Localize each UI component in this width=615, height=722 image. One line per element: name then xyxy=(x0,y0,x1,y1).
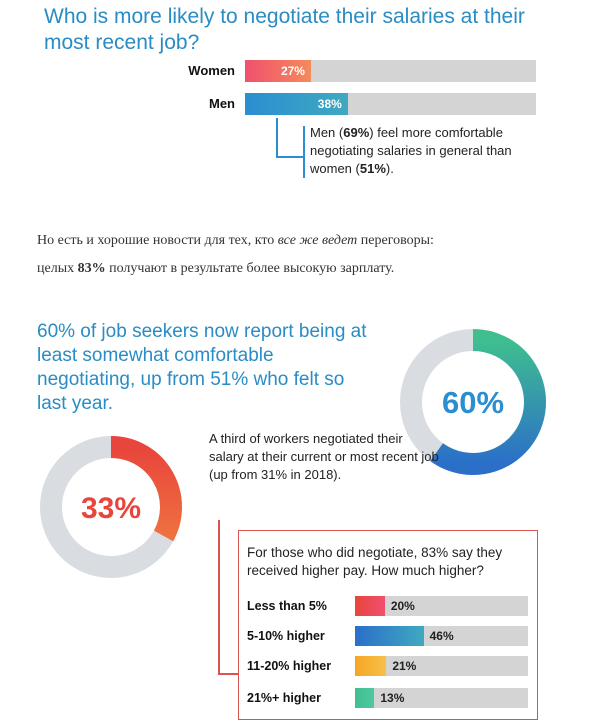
higher-pay-label-row-2: 11-20% higher xyxy=(247,659,332,673)
higher-pay-box-title: For those who did negotiate, 83% say the… xyxy=(247,545,503,578)
donut-60-label: 60% xyxy=(442,385,504,420)
section1-title: Who is more likely to negotiate their sa… xyxy=(44,5,525,54)
higher-pay-box xyxy=(238,530,538,720)
higher-pay-value-row-0: 20% xyxy=(390,599,415,613)
russian-paragraph-line1: Но есть и хорошие новости для тех, кто в… xyxy=(37,233,434,248)
higher-pay-fill-row-1 xyxy=(355,626,424,646)
donut-33-slice xyxy=(110,436,182,542)
bar-fill-women: 27% xyxy=(245,60,311,82)
higher-pay-label-row-3: 21%+ higher xyxy=(247,691,321,705)
higher-pay-fill-row-2 xyxy=(355,656,387,676)
higher-pay-value-row-2: 21% xyxy=(392,659,417,673)
donut-33-chart: 33% xyxy=(40,436,182,578)
third-of-workers-note: A third of workers negotiated their sala… xyxy=(209,431,439,482)
donut-33-label: 33% xyxy=(81,492,141,525)
donut-60-chart: 60% xyxy=(400,329,546,475)
red-connector-h xyxy=(218,673,238,675)
connector-line-h xyxy=(276,156,303,158)
higher-pay-track-row-2 xyxy=(355,656,528,676)
red-connector-v xyxy=(218,520,220,674)
russian-paragraph-line2: целых 83% получают в результате более вы… xyxy=(37,261,395,276)
higher-pay-track-row-3 xyxy=(355,688,528,708)
higher-pay-fill-row-3 xyxy=(355,688,375,708)
bar-fill-men: 38% xyxy=(245,93,348,115)
bar-label-men: Men xyxy=(209,96,235,111)
bar-track-women xyxy=(245,60,536,82)
higher-pay-label-row-0: Less than 5% xyxy=(247,599,327,613)
higher-pay-value-row-3: 13% xyxy=(380,691,405,705)
note-vertical-bar xyxy=(303,126,305,178)
higher-pay-fill-row-0 xyxy=(355,596,385,616)
men-vs-women-note: Men (69%) feel more comfortable negotiat… xyxy=(310,125,512,176)
higher-pay-label-row-1: 5-10% higher xyxy=(247,629,325,643)
section2-title: 60% of job seekers now report being at l… xyxy=(37,321,367,414)
connector-line xyxy=(276,118,278,158)
higher-pay-track-row-0 xyxy=(355,596,528,616)
higher-pay-value-row-1: 46% xyxy=(429,629,454,643)
donut-60-slice xyxy=(430,329,546,475)
bar-label-women: Women xyxy=(188,63,235,78)
